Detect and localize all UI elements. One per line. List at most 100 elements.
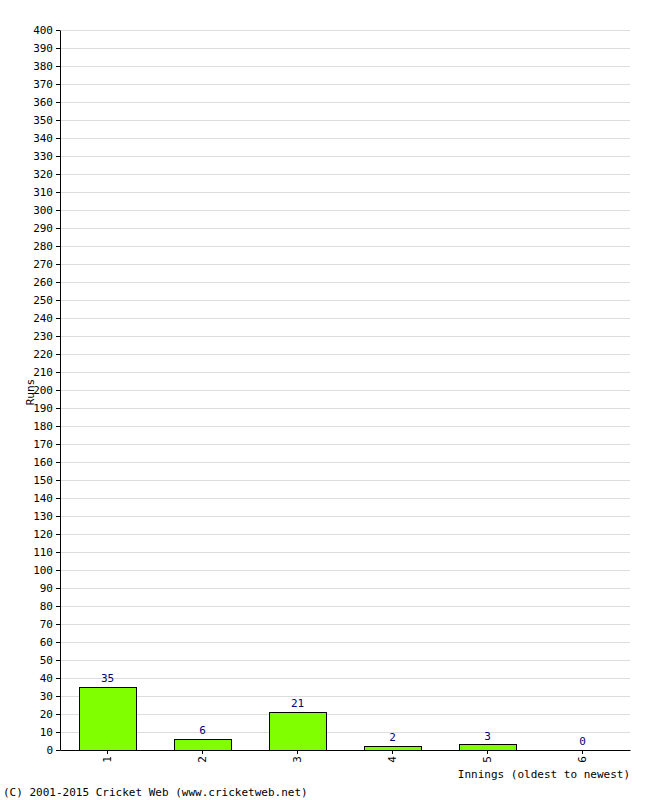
y-tick-label: 30 <box>40 690 53 703</box>
grid-line <box>60 426 630 427</box>
y-tick: 140 <box>33 492 60 505</box>
grid-line <box>60 318 630 319</box>
y-tick-mark <box>56 552 60 553</box>
y-tick-label: 370 <box>33 78 53 91</box>
grid-line <box>60 498 630 499</box>
y-tick-mark <box>56 120 60 121</box>
background <box>0 0 650 800</box>
data-labels: 35621230 <box>101 672 586 748</box>
grid-line <box>60 156 630 157</box>
y-tick-mark <box>56 246 60 247</box>
grid-line <box>60 462 630 463</box>
grid-line <box>60 570 630 571</box>
grid-line <box>60 552 630 553</box>
x-axis: 123456 <box>61 750 631 763</box>
y-tick-mark <box>56 732 60 733</box>
x-tick-mark <box>202 750 203 754</box>
y-tick-mark <box>56 498 60 499</box>
y-tick-label: 320 <box>33 168 53 181</box>
x-tick-mark <box>392 750 393 754</box>
y-tick: 40 <box>40 672 60 685</box>
y-tick-mark <box>56 480 60 481</box>
y-tick: 330 <box>33 150 60 163</box>
y-tick-label: 270 <box>33 258 53 271</box>
y-tick: 210 <box>33 366 60 379</box>
bar <box>364 746 421 750</box>
y-tick-mark <box>56 390 60 391</box>
y-tick-mark <box>56 228 60 229</box>
y-tick: 400 <box>33 24 60 37</box>
y-tick-label: 230 <box>33 330 53 343</box>
y-tick-mark <box>56 84 60 85</box>
y-tick: 80 <box>40 600 60 613</box>
y-tick-mark <box>56 174 60 175</box>
y-tick-mark <box>56 606 60 607</box>
grid-line <box>60 408 630 409</box>
grid-line <box>60 624 630 625</box>
grid-line <box>60 534 630 535</box>
plot: 3562123001020304050607080901001101201301… <box>33 24 630 763</box>
y-tick-mark <box>56 264 60 265</box>
x-tick-label: 1 <box>101 756 114 763</box>
y-tick-label: 310 <box>33 186 53 199</box>
bar <box>554 750 611 751</box>
y-tick-mark <box>56 210 60 211</box>
x-tick: 6 <box>576 750 589 763</box>
y-tick-label: 20 <box>40 708 53 721</box>
y-tick: 230 <box>33 330 60 343</box>
y-tick-mark <box>56 192 60 193</box>
y-tick-mark <box>56 444 60 445</box>
data-label: 0 <box>579 735 586 748</box>
grid-line <box>60 120 630 121</box>
y-tick-label: 350 <box>33 114 53 127</box>
y-tick-label: 280 <box>33 240 53 253</box>
y-tick-label: 170 <box>33 438 53 451</box>
x-tick: 3 <box>291 750 304 763</box>
y-tick-label: 120 <box>33 528 53 541</box>
y-tick-label: 0 <box>46 744 53 757</box>
x-tick-mark <box>582 750 583 754</box>
grid-line <box>60 246 630 247</box>
y-tick-label: 90 <box>40 582 53 595</box>
bar <box>174 739 231 750</box>
y-tick-mark <box>56 372 60 373</box>
grid-line <box>60 732 630 733</box>
grid-line <box>60 174 630 175</box>
y-tick-mark <box>56 678 60 679</box>
y-tick: 310 <box>33 186 60 199</box>
grid-line <box>60 264 630 265</box>
y-tick: 170 <box>33 438 60 451</box>
y-tick: 180 <box>33 420 60 433</box>
y-tick-label: 250 <box>33 294 53 307</box>
data-label: 6 <box>199 724 206 737</box>
grid-line <box>60 66 630 67</box>
y-tick: 280 <box>33 240 60 253</box>
y-tick: 160 <box>33 456 60 469</box>
y-tick-label: 390 <box>33 42 53 55</box>
x-tick: 5 <box>481 750 494 763</box>
y-tick: 10 <box>40 726 60 739</box>
y-tick-mark <box>56 750 60 751</box>
y-tick: 250 <box>33 294 60 307</box>
y-tick-mark <box>56 30 60 31</box>
y-tick: 130 <box>33 510 60 523</box>
bars <box>79 687 516 750</box>
y-tick: 240 <box>33 312 60 325</box>
grid-line <box>60 444 630 445</box>
y-tick-label: 140 <box>33 492 53 505</box>
y-tick-label: 210 <box>33 366 53 379</box>
y-tick: 30 <box>40 690 60 703</box>
grid-line <box>60 642 630 643</box>
grid-line <box>60 336 630 337</box>
y-tick: 120 <box>33 528 60 541</box>
chart-root: 3562123001020304050607080901001101201301… <box>0 0 650 800</box>
annotation: (C) 2001-2015 Cricket Web (www.cricketwe… <box>3 786 308 799</box>
y-tick-label: 180 <box>33 420 53 433</box>
y-tick: 370 <box>33 78 60 91</box>
y-tick: 150 <box>33 474 60 487</box>
grid-line <box>60 714 630 715</box>
grid-line <box>60 30 630 31</box>
grid-line <box>60 372 630 373</box>
y-tick: 290 <box>33 222 60 235</box>
grid-line <box>60 228 630 229</box>
